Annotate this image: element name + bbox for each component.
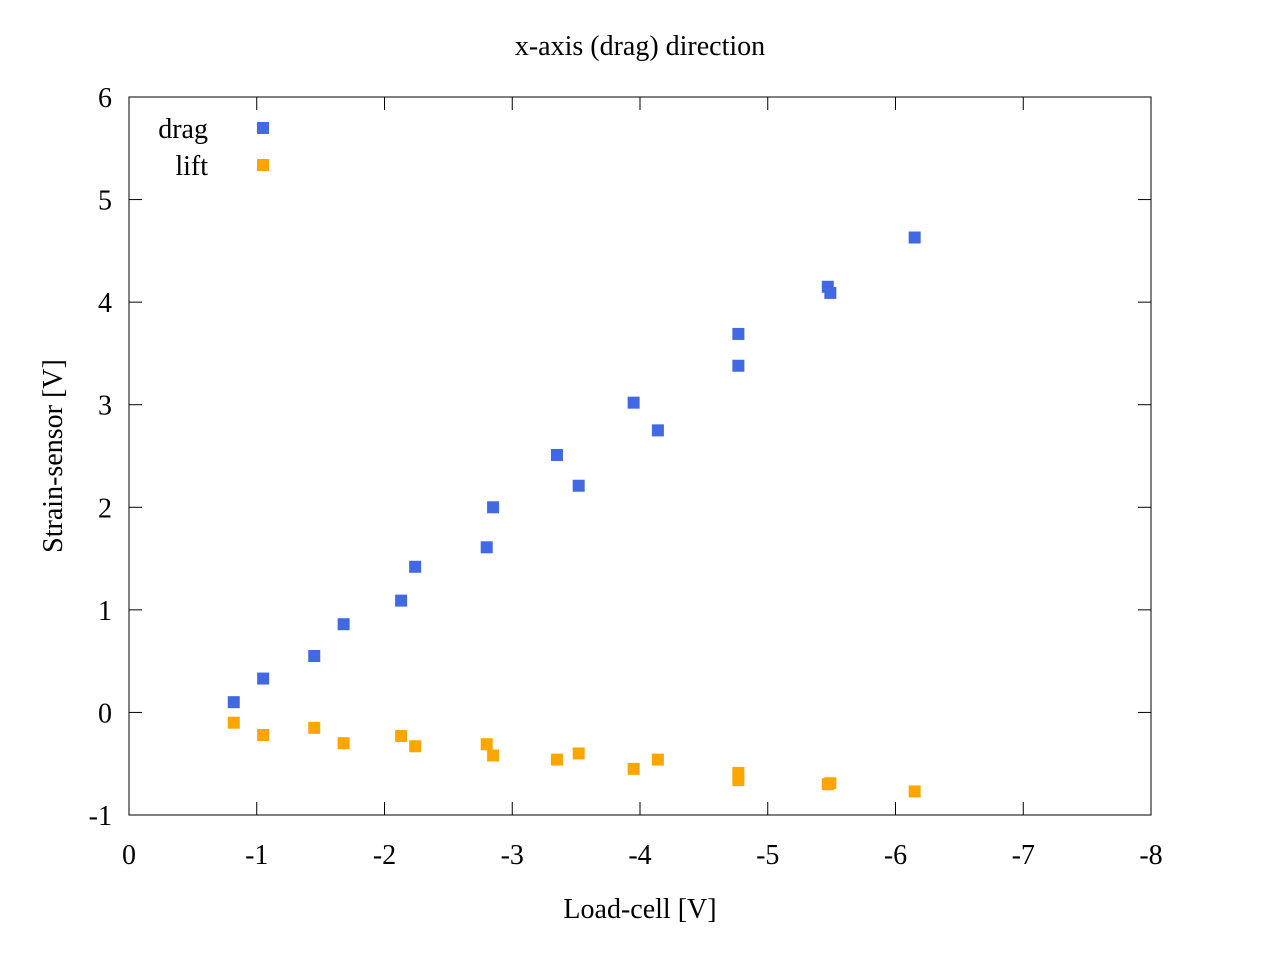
- legend-label-lift: lift: [175, 151, 208, 182]
- y-tick-label: 4: [98, 288, 112, 319]
- drag-point: [409, 560, 422, 573]
- x-tick-label: -2: [373, 840, 396, 871]
- y-axis-label: Strain-sensor [V]: [38, 359, 69, 553]
- lift-point: [824, 777, 837, 790]
- drag-point: [487, 501, 500, 514]
- y-tick-label: 2: [98, 493, 112, 524]
- drag-point: [651, 424, 664, 437]
- x-tick-label: -3: [501, 840, 524, 871]
- lift-point: [627, 762, 640, 775]
- lift-point: [572, 747, 585, 760]
- drag-point: [480, 541, 493, 554]
- lift-point: [308, 721, 321, 734]
- legend-marker-lift: [257, 159, 269, 171]
- y-tick-label: -1: [89, 801, 112, 832]
- lift-point: [395, 730, 408, 743]
- legend: drag lift: [158, 114, 269, 182]
- drag-point: [395, 594, 408, 607]
- drag-point: [337, 618, 350, 631]
- drag-point: [732, 327, 745, 340]
- axis-ticks: [128, 96, 1152, 816]
- drag-point: [572, 479, 585, 492]
- lift-point: [908, 785, 921, 798]
- axis-tick-labels: 0 -1 -2 -3 -4 -5 -6 -7 -8 -1 0 1 2 3 4 5 6: [89, 83, 1163, 871]
- lift-point: [337, 737, 350, 750]
- data-points: [227, 231, 921, 798]
- x-tick-label: -4: [628, 840, 651, 871]
- lift-point: [409, 740, 422, 753]
- drag-point: [550, 448, 563, 461]
- legend-marker-drag: [257, 122, 269, 134]
- lift-point: [651, 753, 664, 766]
- lift-point: [257, 728, 270, 741]
- x-axis-label: Load-cell [V]: [563, 894, 716, 925]
- y-tick-label: 1: [98, 596, 112, 627]
- x-tick-label: -7: [1012, 840, 1035, 871]
- y-tick-label: 6: [98, 83, 112, 114]
- lift-point: [227, 716, 240, 729]
- lift-point: [480, 738, 493, 751]
- chart-title: x-axis (drag) direction: [515, 31, 765, 62]
- plot-frame: [128, 96, 1152, 816]
- drag-point: [824, 286, 837, 299]
- legend-label-drag: drag: [158, 114, 208, 145]
- x-tick-label: 0: [122, 840, 136, 871]
- drag-point: [308, 650, 321, 663]
- x-tick-label: -1: [245, 840, 268, 871]
- lift-point: [550, 753, 563, 766]
- drag-point: [908, 231, 921, 244]
- drag-point: [227, 696, 240, 709]
- y-tick-label: 3: [98, 391, 112, 422]
- lift-point: [487, 749, 500, 762]
- drag-point: [627, 396, 640, 409]
- y-tick-label: 0: [98, 698, 112, 729]
- x-tick-label: -6: [884, 840, 907, 871]
- y-tick-label: 5: [98, 186, 112, 217]
- x-tick-label: -5: [756, 840, 779, 871]
- drag-point: [257, 672, 270, 685]
- lift-point: [732, 774, 745, 787]
- drag-point: [732, 359, 745, 372]
- x-tick-label: -8: [1139, 840, 1162, 871]
